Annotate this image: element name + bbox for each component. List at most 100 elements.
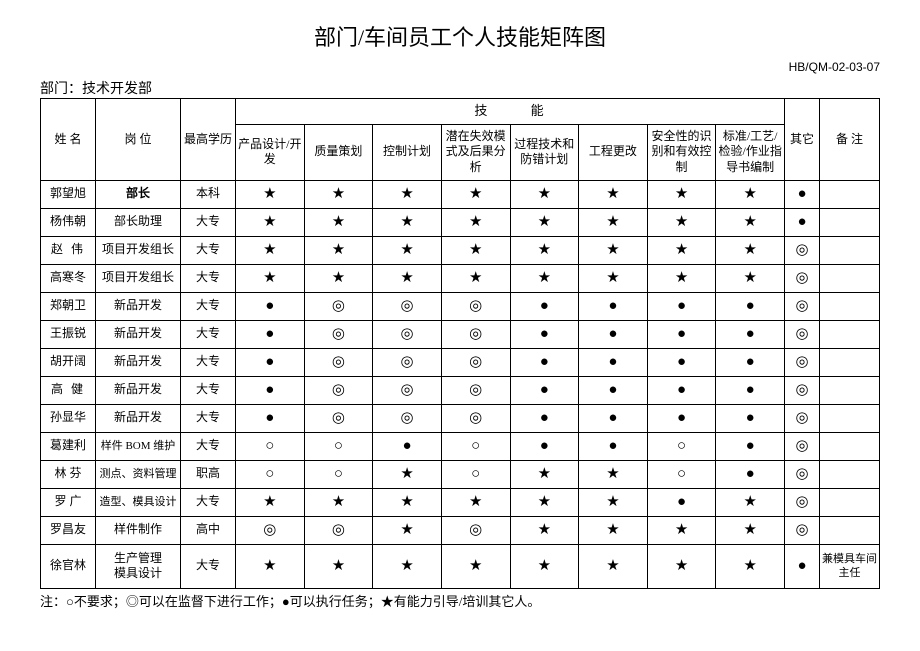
cell-skill: ◎ bbox=[304, 320, 373, 348]
cell-note bbox=[820, 460, 880, 488]
doc-code: HB/QM-02-03-07 bbox=[40, 60, 880, 74]
cell-skill: ★ bbox=[647, 236, 716, 264]
cell-note bbox=[820, 236, 880, 264]
cell-skill: ★ bbox=[716, 264, 785, 292]
cell-skill: ◎ bbox=[373, 404, 442, 432]
cell-skill: ● bbox=[510, 376, 579, 404]
cell-skill: ★ bbox=[236, 488, 305, 516]
footnote: 注：○不要求；◎可以在监督下进行工作；●可以执行任务；★有能力引导/培训其它人。 bbox=[40, 591, 880, 610]
cell-skill: ● bbox=[647, 488, 716, 516]
cell-skill: ● bbox=[510, 348, 579, 376]
cell-skill: ★ bbox=[579, 264, 648, 292]
cell-education: 大专 bbox=[181, 348, 236, 376]
table-row: 高寒冬项目开发组长大专★★★★★★★★◎ bbox=[41, 264, 880, 292]
cell-skill: ★ bbox=[716, 516, 785, 544]
cell-education: 大专 bbox=[181, 236, 236, 264]
cell-skill: ● bbox=[716, 292, 785, 320]
table-row: 徐官林生产管理模具设计大专★★★★★★★★●兼模具车间主任 bbox=[41, 544, 880, 588]
cell-skill: ● bbox=[579, 432, 648, 460]
cell-skill: ★ bbox=[579, 488, 648, 516]
table-row: 王振锐新品开发大专●◎◎◎●●●●◎ bbox=[41, 320, 880, 348]
cell-skill: ★ bbox=[579, 544, 648, 588]
cell-other: ◎ bbox=[785, 264, 820, 292]
cell-skill: ★ bbox=[647, 180, 716, 208]
cell-name: 杨伟朝 bbox=[41, 208, 96, 236]
table-row: 杨伟朝部长助理大专★★★★★★★★● bbox=[41, 208, 880, 236]
cell-skill: ● bbox=[510, 404, 579, 432]
cell-other: ◎ bbox=[785, 404, 820, 432]
cell-skill: ◎ bbox=[441, 516, 510, 544]
cell-skill: ★ bbox=[304, 264, 373, 292]
th-skill-0: 产品设计/开发 bbox=[236, 124, 305, 180]
cell-skill: ○ bbox=[304, 432, 373, 460]
cell-skill: ◎ bbox=[441, 292, 510, 320]
cell-skill: ★ bbox=[510, 208, 579, 236]
cell-other: ● bbox=[785, 208, 820, 236]
cell-name: 孙显华 bbox=[41, 404, 96, 432]
cell-skill: ★ bbox=[373, 180, 442, 208]
cell-name: 赵伟 bbox=[41, 236, 96, 264]
cell-skill: ★ bbox=[510, 544, 579, 588]
cell-skill: ● bbox=[236, 320, 305, 348]
cell-skill: ● bbox=[510, 320, 579, 348]
cell-skill: ★ bbox=[441, 544, 510, 588]
th-name: 姓 名 bbox=[41, 99, 96, 181]
cell-skill: ★ bbox=[441, 488, 510, 516]
cell-education: 大专 bbox=[181, 320, 236, 348]
cell-skill: ● bbox=[579, 292, 648, 320]
cell-position: 项目开发组长 bbox=[96, 236, 181, 264]
cell-skill: ◎ bbox=[304, 292, 373, 320]
cell-skill: ● bbox=[716, 348, 785, 376]
cell-name: 徐官林 bbox=[41, 544, 96, 588]
cell-name: 胡开阔 bbox=[41, 348, 96, 376]
cell-name: 郭望旭 bbox=[41, 180, 96, 208]
cell-skill: ★ bbox=[579, 208, 648, 236]
cell-skill: ○ bbox=[647, 432, 716, 460]
cell-skill: ◎ bbox=[236, 516, 305, 544]
cell-name: 罗昌友 bbox=[41, 516, 96, 544]
table-row: 孙显华新品开发大专●◎◎◎●●●●◎ bbox=[41, 404, 880, 432]
cell-education: 大专 bbox=[181, 404, 236, 432]
cell-skill: ★ bbox=[441, 236, 510, 264]
cell-skill: ★ bbox=[304, 544, 373, 588]
cell-skill: ★ bbox=[441, 208, 510, 236]
skill-matrix-table: 姓 名 岗 位 最高学历 技 能 其它 备 注 产品设计/开发 质量策划 控制计… bbox=[40, 98, 880, 589]
cell-position: 样件 BOM 维护 bbox=[96, 432, 181, 460]
cell-skill: ● bbox=[236, 404, 305, 432]
cell-skill: ● bbox=[647, 348, 716, 376]
cell-skill: ★ bbox=[579, 460, 648, 488]
cell-position: 测点、资料管理 bbox=[96, 460, 181, 488]
table-row: 郭望旭部长本科★★★★★★★★● bbox=[41, 180, 880, 208]
cell-skill: ★ bbox=[510, 180, 579, 208]
cell-position: 部长 bbox=[96, 180, 181, 208]
table-row: 林 芬测点、资料管理职高○○★○★★○●◎ bbox=[41, 460, 880, 488]
cell-note bbox=[820, 404, 880, 432]
cell-education: 大专 bbox=[181, 292, 236, 320]
cell-skill: ★ bbox=[373, 516, 442, 544]
table-row: 胡开阔新品开发大专●◎◎◎●●●●◎ bbox=[41, 348, 880, 376]
cell-skill: ◎ bbox=[373, 292, 442, 320]
table-row: 赵伟项目开发组长大专★★★★★★★★◎ bbox=[41, 236, 880, 264]
th-skill-group: 技 能 bbox=[236, 99, 785, 125]
cell-skill: ★ bbox=[579, 180, 648, 208]
th-position: 岗 位 bbox=[96, 99, 181, 181]
cell-position: 部长助理 bbox=[96, 208, 181, 236]
cell-skill: ● bbox=[579, 320, 648, 348]
cell-skill: ★ bbox=[579, 236, 648, 264]
cell-skill: ★ bbox=[647, 208, 716, 236]
cell-note bbox=[820, 292, 880, 320]
cell-skill: ◎ bbox=[441, 348, 510, 376]
cell-skill: ★ bbox=[441, 180, 510, 208]
cell-skill: ○ bbox=[236, 460, 305, 488]
cell-position: 新品开发 bbox=[96, 348, 181, 376]
cell-skill: ○ bbox=[441, 460, 510, 488]
cell-position: 项目开发组长 bbox=[96, 264, 181, 292]
cell-note bbox=[820, 180, 880, 208]
cell-skill: ★ bbox=[373, 488, 442, 516]
cell-skill: ◎ bbox=[304, 516, 373, 544]
th-skill-2: 控制计划 bbox=[373, 124, 442, 180]
cell-note bbox=[820, 264, 880, 292]
cell-skill: ★ bbox=[373, 236, 442, 264]
cell-skill: ★ bbox=[510, 516, 579, 544]
cell-skill: ★ bbox=[304, 208, 373, 236]
